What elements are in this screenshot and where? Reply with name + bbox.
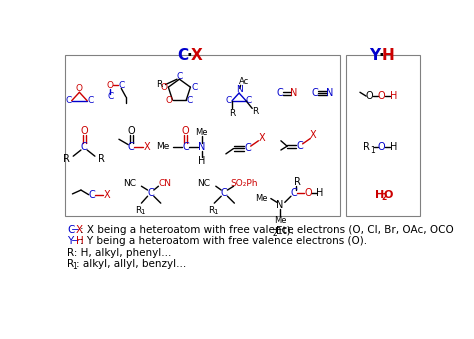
Text: H: H: [390, 91, 397, 101]
Text: X: X: [191, 48, 202, 63]
Text: C: C: [246, 96, 252, 105]
Text: R: R: [135, 206, 141, 215]
Text: Et).: Et).: [276, 225, 294, 236]
Text: C: C: [176, 72, 182, 81]
Text: Y: Y: [369, 48, 380, 63]
Text: R: R: [98, 154, 105, 164]
Text: N: N: [276, 200, 284, 211]
Text: −: −: [71, 225, 80, 236]
Text: 1: 1: [214, 208, 218, 215]
Text: Me: Me: [196, 128, 208, 137]
Text: O: O: [165, 96, 172, 104]
Text: O: O: [80, 126, 88, 136]
Text: R: H, alkyl, phenyl...: R: H, alkyl, phenyl...: [67, 248, 172, 258]
Text: Ac: Ac: [238, 77, 249, 86]
Text: N: N: [236, 85, 242, 94]
Text: C: C: [311, 88, 319, 98]
Text: C: C: [65, 96, 72, 105]
Text: 1: 1: [141, 208, 145, 215]
Text: H: H: [75, 236, 83, 246]
Text: O: O: [365, 91, 373, 101]
Text: ·: ·: [187, 48, 192, 63]
Text: H: H: [198, 156, 206, 166]
Text: C: C: [89, 190, 95, 200]
Text: H: H: [316, 188, 323, 198]
Text: Me: Me: [255, 194, 268, 203]
Text: 1: 1: [370, 145, 375, 155]
Text: X: X: [258, 134, 265, 143]
Text: X: X: [75, 225, 82, 236]
Text: C: C: [191, 83, 198, 92]
Text: SO₂Ph: SO₂Ph: [231, 179, 258, 187]
Text: C: C: [221, 188, 228, 198]
Text: C: C: [182, 142, 189, 152]
Text: C: C: [147, 188, 154, 198]
Text: C: C: [128, 142, 135, 152]
Text: C: C: [277, 88, 283, 98]
Text: O: O: [161, 83, 168, 92]
Text: R: R: [208, 206, 214, 215]
Text: −: −: [71, 236, 80, 246]
Text: 2: 2: [382, 193, 387, 202]
Bar: [346, 55, 420, 216]
Text: O: O: [377, 142, 385, 152]
Text: 1: 1: [73, 262, 77, 271]
Text: R: R: [229, 108, 235, 118]
Text: : Y being a heteroatom with free valence electrons (O).: : Y being a heteroatom with free valence…: [80, 236, 367, 246]
Text: O: O: [128, 126, 135, 136]
Text: C: C: [244, 143, 251, 154]
Text: O: O: [384, 190, 393, 200]
Text: X: X: [144, 142, 150, 152]
Text: : alkyl, allyl, benzyl...: : alkyl, allyl, benzyl...: [76, 259, 187, 268]
Text: R: R: [67, 259, 74, 268]
Text: R: R: [252, 107, 258, 116]
Text: X: X: [310, 131, 317, 140]
Text: C: C: [118, 81, 124, 90]
Text: C: C: [291, 188, 298, 198]
Text: O: O: [107, 81, 114, 90]
Text: H: H: [375, 190, 384, 200]
Text: Y: Y: [67, 236, 73, 246]
Text: Me: Me: [156, 142, 169, 152]
Text: C: C: [178, 48, 189, 63]
Text: R: R: [364, 142, 370, 152]
Text: NC: NC: [197, 179, 210, 187]
Text: X: X: [103, 190, 110, 200]
Text: R: R: [156, 80, 162, 89]
Text: C: C: [296, 141, 303, 151]
Text: N: N: [198, 142, 206, 152]
Text: N: N: [326, 88, 333, 98]
Text: R: R: [63, 154, 70, 164]
Text: O: O: [76, 84, 83, 93]
Text: : X being a heteroatom with free valence electrons (O, Cl, Br, OAc, OCO: : X being a heteroatom with free valence…: [80, 225, 454, 236]
Text: NC: NC: [123, 179, 136, 187]
Text: CN: CN: [158, 179, 172, 187]
Text: N: N: [291, 88, 298, 98]
Bar: [65, 55, 340, 216]
Text: C: C: [87, 96, 93, 105]
Text: R: R: [294, 177, 301, 187]
Text: O: O: [304, 188, 312, 198]
Text: C: C: [226, 96, 232, 105]
Text: C: C: [81, 142, 87, 152]
Text: H: H: [390, 142, 397, 152]
Text: O: O: [182, 126, 190, 136]
Text: 2: 2: [273, 228, 277, 238]
Text: H: H: [382, 48, 394, 63]
Text: C: C: [187, 96, 193, 104]
Text: C: C: [67, 225, 74, 236]
Text: Me: Me: [274, 216, 286, 225]
Text: O: O: [377, 91, 385, 101]
Text: ·: ·: [378, 48, 383, 63]
Text: C: C: [107, 93, 114, 101]
